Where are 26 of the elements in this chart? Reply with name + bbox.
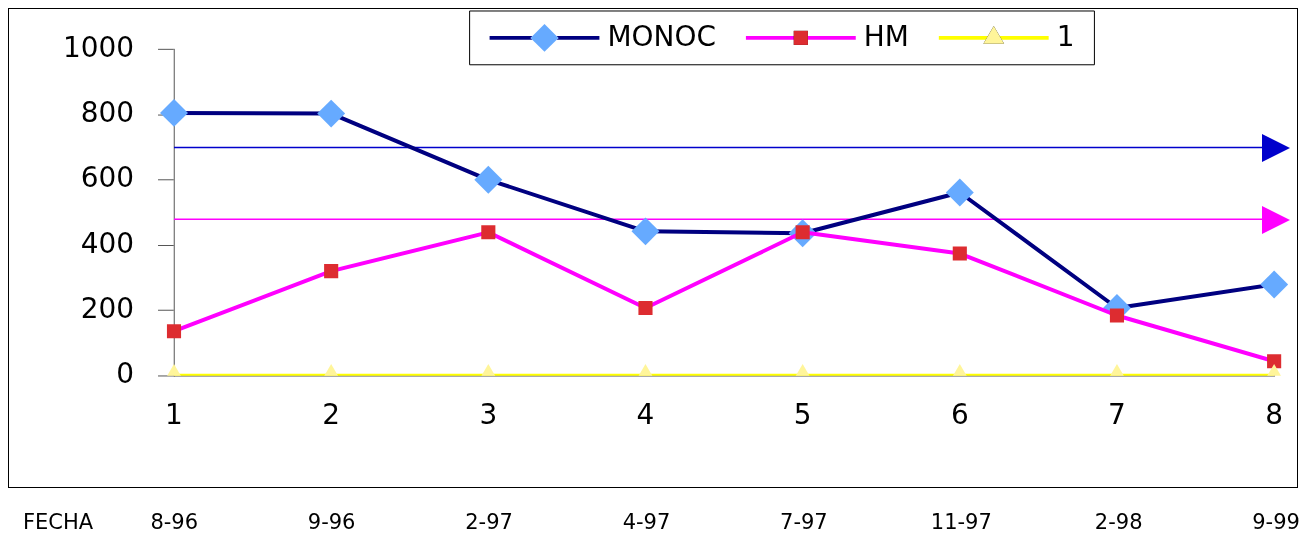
y-tick-label: 1000	[62, 30, 135, 64]
text: 9-99	[1252, 510, 1300, 534]
x-tick-label: 2	[322, 397, 341, 431]
legend-label: HM	[863, 20, 909, 54]
y-tick-label: 400	[80, 226, 135, 260]
x-tick-label: 4	[636, 397, 655, 431]
x-tick-label: 5	[793, 397, 812, 431]
x-tick-label: 8	[1265, 397, 1284, 431]
text: 4-97	[622, 510, 671, 534]
text: 9-96	[307, 510, 356, 534]
x-tick-label: 3	[479, 397, 498, 431]
text: 11-97	[930, 510, 992, 534]
text: 2-98	[1094, 510, 1143, 534]
y-tick-label: 200	[80, 291, 135, 325]
text: FECHA	[22, 510, 94, 534]
text: 2-97	[465, 510, 513, 534]
x-tick-label: 1	[165, 397, 183, 431]
x-tick-label: 6	[950, 397, 969, 431]
y-tick-label: 800	[80, 96, 135, 130]
x-tick-label: 7	[1108, 397, 1126, 431]
text: 7-97	[780, 510, 828, 534]
legend-label: MONOC	[607, 20, 716, 54]
y-tick-label: 0	[116, 357, 135, 391]
text: 8-96	[150, 510, 199, 534]
legend-label: 1	[1056, 20, 1075, 54]
y-tick-label: 600	[80, 161, 135, 195]
